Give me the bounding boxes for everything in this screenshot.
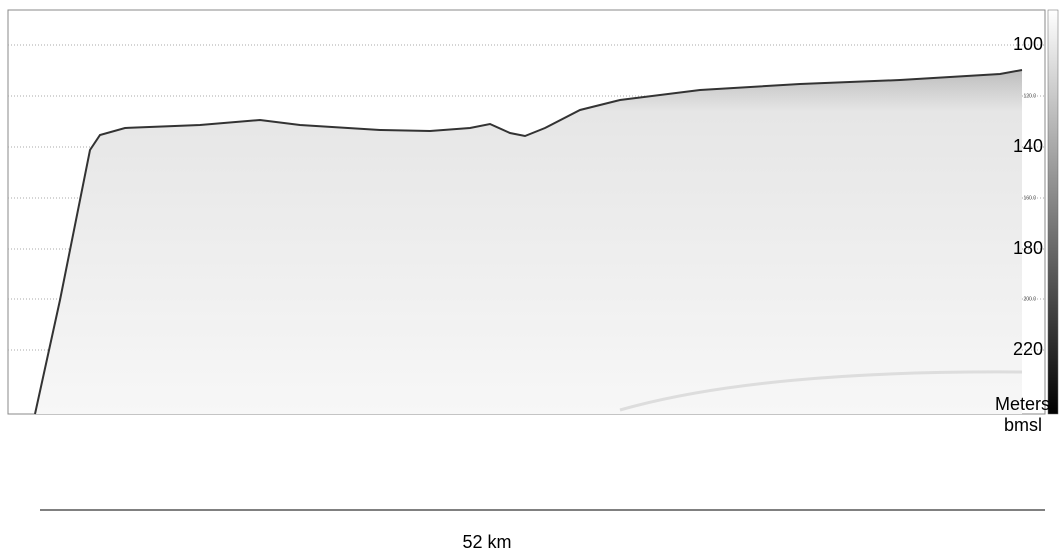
minor-depth-label: 160.0: [1023, 195, 1036, 201]
minor-depth-label: 200.0: [1023, 296, 1036, 302]
depth-label: 140: [1013, 136, 1043, 156]
scale-label: 52 km: [462, 532, 511, 552]
axis-unit: bmsl: [1004, 415, 1042, 435]
depth-label: 100: [1013, 34, 1043, 54]
depth-label: 180: [1013, 238, 1043, 258]
profile-view: 52 km Meters bmsl 100 140 180 220 120.0 160.0…: [0, 0, 1062, 554]
intensity-colorbar: [1048, 10, 1058, 414]
minor-depth-label: 120.0: [1023, 93, 1036, 99]
axis-unit: Meters: [995, 394, 1050, 414]
depth-label: 220: [1013, 339, 1043, 359]
